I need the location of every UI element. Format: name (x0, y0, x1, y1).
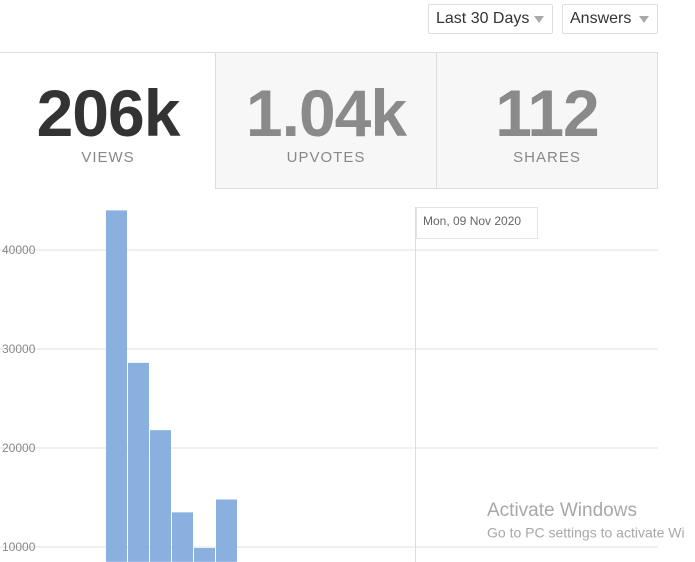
stat-label: VIEWS (81, 149, 135, 166)
tooltip-text: Mon, 09 Nov 2020 (423, 214, 521, 228)
dropdown-arrow (534, 16, 544, 23)
stat-label: SHARES (513, 149, 581, 166)
stat-value: 206k (36, 76, 181, 150)
stat-card[interactable]: 112 SHARES (436, 52, 658, 189)
dropdown-arrow (639, 16, 649, 23)
bar (150, 430, 171, 562)
stat-value: 1.04k (245, 76, 407, 150)
bar (106, 210, 127, 562)
stat-label: UPVOTES (286, 149, 366, 166)
period-text: Last 30 Days (436, 10, 530, 27)
stat-value: 112 (495, 76, 599, 150)
y-tick-label: 10000 (2, 540, 36, 554)
y-tick-label: 30000 (2, 342, 36, 356)
stat-card[interactable]: 206k VIEWS (0, 52, 216, 189)
watermark-subtitle: Go to PC settings to activate Wi (487, 525, 685, 541)
period-dropdown[interactable]: Last 30 Days (428, 4, 553, 34)
content-text: Answers (570, 10, 632, 27)
bar (128, 362, 149, 562)
tooltip-box (416, 207, 538, 239)
bar (216, 499, 237, 562)
watermark-title: Activate Windows (487, 500, 637, 521)
stat-card[interactable]: 1.04k UPVOTES (215, 52, 437, 189)
content-dropdown[interactable]: Answers (562, 4, 658, 34)
y-tick-label: 20000 (2, 441, 36, 455)
bar (194, 547, 215, 562)
y-tick-label: 40000 (2, 243, 36, 257)
bar (172, 512, 193, 562)
